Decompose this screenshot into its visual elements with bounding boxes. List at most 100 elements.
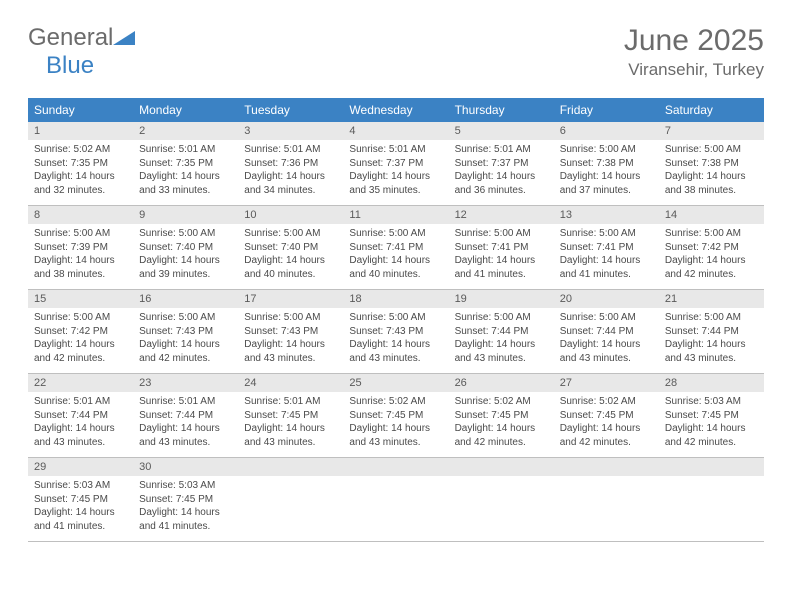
calendar-cell: 23Sunrise: 5:01 AMSunset: 7:44 PMDayligh… (133, 374, 238, 458)
sunset-text: Sunset: 7:43 PM (349, 325, 442, 339)
day-body: Sunrise: 5:00 AMSunset: 7:38 PMDaylight:… (554, 140, 659, 205)
day-body: Sunrise: 5:02 AMSunset: 7:45 PMDaylight:… (449, 392, 554, 457)
day-body: Sunrise: 5:00 AMSunset: 7:43 PMDaylight:… (133, 308, 238, 373)
calendar-cell: 7Sunrise: 5:00 AMSunset: 7:38 PMDaylight… (659, 122, 764, 206)
day-number: 3 (238, 122, 343, 140)
day-number: 13 (554, 206, 659, 224)
calendar-cell: 13Sunrise: 5:00 AMSunset: 7:41 PMDayligh… (554, 206, 659, 290)
sunset-text: Sunset: 7:35 PM (34, 157, 127, 171)
weekday-header: Tuesday (238, 98, 343, 122)
sunset-text: Sunset: 7:41 PM (560, 241, 653, 255)
sunrise-text: Sunrise: 5:00 AM (139, 227, 232, 241)
daylight-text: Daylight: 14 hours and 38 minutes. (34, 254, 127, 281)
daylight-text: Daylight: 14 hours and 35 minutes. (349, 170, 442, 197)
weekday-header: Thursday (449, 98, 554, 122)
day-body: Sunrise: 5:00 AMSunset: 7:41 PMDaylight:… (449, 224, 554, 289)
weekday-header: Friday (554, 98, 659, 122)
day-number: 14 (659, 206, 764, 224)
daylight-text: Daylight: 14 hours and 41 minutes. (34, 506, 127, 533)
daylight-text: Daylight: 14 hours and 34 minutes. (244, 170, 337, 197)
calendar-cell: 26Sunrise: 5:02 AMSunset: 7:45 PMDayligh… (449, 374, 554, 458)
day-body: Sunrise: 5:02 AMSunset: 7:35 PMDaylight:… (28, 140, 133, 205)
daylight-text: Daylight: 14 hours and 37 minutes. (560, 170, 653, 197)
calendar-cell: 5Sunrise: 5:01 AMSunset: 7:37 PMDaylight… (449, 122, 554, 206)
day-body: Sunrise: 5:01 AMSunset: 7:35 PMDaylight:… (133, 140, 238, 205)
brand-general: General (28, 24, 113, 51)
day-body: Sunrise: 5:01 AMSunset: 7:44 PMDaylight:… (28, 392, 133, 457)
day-body: Sunrise: 5:00 AMSunset: 7:43 PMDaylight:… (343, 308, 448, 373)
day-number: 4 (343, 122, 448, 140)
calendar-cell: 3Sunrise: 5:01 AMSunset: 7:36 PMDaylight… (238, 122, 343, 206)
sunrise-text: Sunrise: 5:00 AM (560, 227, 653, 241)
day-number: 9 (133, 206, 238, 224)
daylight-text: Daylight: 14 hours and 40 minutes. (349, 254, 442, 281)
calendar-cell: 28Sunrise: 5:03 AMSunset: 7:45 PMDayligh… (659, 374, 764, 458)
calendar-cell (449, 458, 554, 542)
calendar-cell: 29Sunrise: 5:03 AMSunset: 7:45 PMDayligh… (28, 458, 133, 542)
calendar-week: 29Sunrise: 5:03 AMSunset: 7:45 PMDayligh… (28, 458, 764, 542)
sunset-text: Sunset: 7:45 PM (244, 409, 337, 423)
daylight-text: Daylight: 14 hours and 43 minutes. (349, 422, 442, 449)
day-number: 30 (133, 458, 238, 476)
calendar-cell: 22Sunrise: 5:01 AMSunset: 7:44 PMDayligh… (28, 374, 133, 458)
sunset-text: Sunset: 7:41 PM (455, 241, 548, 255)
daylight-text: Daylight: 14 hours and 43 minutes. (244, 338, 337, 365)
daylight-text: Daylight: 14 hours and 38 minutes. (665, 170, 758, 197)
sunset-text: Sunset: 7:37 PM (455, 157, 548, 171)
daylight-text: Daylight: 14 hours and 42 minutes. (665, 254, 758, 281)
day-body: Sunrise: 5:00 AMSunset: 7:44 PMDaylight:… (659, 308, 764, 373)
day-body: Sunrise: 5:00 AMSunset: 7:42 PMDaylight:… (659, 224, 764, 289)
day-number: 20 (554, 290, 659, 308)
day-number: 19 (449, 290, 554, 308)
day-body: Sunrise: 5:00 AMSunset: 7:44 PMDaylight:… (449, 308, 554, 373)
brand-logo: General Blue (28, 24, 135, 80)
sunrise-text: Sunrise: 5:02 AM (560, 395, 653, 409)
sunrise-text: Sunrise: 5:02 AM (455, 395, 548, 409)
sunrise-text: Sunrise: 5:03 AM (34, 479, 127, 493)
sunrise-text: Sunrise: 5:00 AM (34, 311, 127, 325)
calendar-cell: 2Sunrise: 5:01 AMSunset: 7:35 PMDaylight… (133, 122, 238, 206)
daylight-text: Daylight: 14 hours and 36 minutes. (455, 170, 548, 197)
calendar-week: 22Sunrise: 5:01 AMSunset: 7:44 PMDayligh… (28, 374, 764, 458)
calendar-cell: 15Sunrise: 5:00 AMSunset: 7:42 PMDayligh… (28, 290, 133, 374)
day-number: 16 (133, 290, 238, 308)
sunset-text: Sunset: 7:40 PM (244, 241, 337, 255)
daylight-text: Daylight: 14 hours and 41 minutes. (560, 254, 653, 281)
day-number: 23 (133, 374, 238, 392)
sunrise-text: Sunrise: 5:01 AM (349, 143, 442, 157)
calendar-cell (343, 458, 448, 542)
sunset-text: Sunset: 7:36 PM (244, 157, 337, 171)
day-body: Sunrise: 5:01 AMSunset: 7:36 PMDaylight:… (238, 140, 343, 205)
calendar-cell: 24Sunrise: 5:01 AMSunset: 7:45 PMDayligh… (238, 374, 343, 458)
sunrise-text: Sunrise: 5:00 AM (560, 143, 653, 157)
sunset-text: Sunset: 7:42 PM (34, 325, 127, 339)
sunset-text: Sunset: 7:45 PM (349, 409, 442, 423)
day-body: Sunrise: 5:00 AMSunset: 7:44 PMDaylight:… (554, 308, 659, 373)
calendar-cell: 17Sunrise: 5:00 AMSunset: 7:43 PMDayligh… (238, 290, 343, 374)
sunrise-text: Sunrise: 5:00 AM (244, 227, 337, 241)
sunrise-text: Sunrise: 5:00 AM (34, 227, 127, 241)
sunrise-text: Sunrise: 5:00 AM (455, 311, 548, 325)
day-body: Sunrise: 5:03 AMSunset: 7:45 PMDaylight:… (28, 476, 133, 541)
daylight-text: Daylight: 14 hours and 43 minutes. (560, 338, 653, 365)
calendar-cell: 12Sunrise: 5:00 AMSunset: 7:41 PMDayligh… (449, 206, 554, 290)
calendar-cell: 21Sunrise: 5:00 AMSunset: 7:44 PMDayligh… (659, 290, 764, 374)
sunrise-text: Sunrise: 5:00 AM (665, 143, 758, 157)
sunset-text: Sunset: 7:45 PM (665, 409, 758, 423)
day-number: 10 (238, 206, 343, 224)
day-body: Sunrise: 5:00 AMSunset: 7:40 PMDaylight:… (238, 224, 343, 289)
calendar-cell: 8Sunrise: 5:00 AMSunset: 7:39 PMDaylight… (28, 206, 133, 290)
calendar-cell: 20Sunrise: 5:00 AMSunset: 7:44 PMDayligh… (554, 290, 659, 374)
daylight-text: Daylight: 14 hours and 33 minutes. (139, 170, 232, 197)
day-body: Sunrise: 5:00 AMSunset: 7:38 PMDaylight:… (659, 140, 764, 205)
day-body: Sunrise: 5:02 AMSunset: 7:45 PMDaylight:… (343, 392, 448, 457)
day-number: 6 (554, 122, 659, 140)
daylight-text: Daylight: 14 hours and 41 minutes. (139, 506, 232, 533)
sunset-text: Sunset: 7:45 PM (34, 493, 127, 507)
weekday-header: Wednesday (343, 98, 448, 122)
sunrise-text: Sunrise: 5:03 AM (665, 395, 758, 409)
weekday-header: Sunday (28, 98, 133, 122)
calendar-cell (238, 458, 343, 542)
day-body: Sunrise: 5:00 AMSunset: 7:41 PMDaylight:… (554, 224, 659, 289)
weekday-header: Monday (133, 98, 238, 122)
